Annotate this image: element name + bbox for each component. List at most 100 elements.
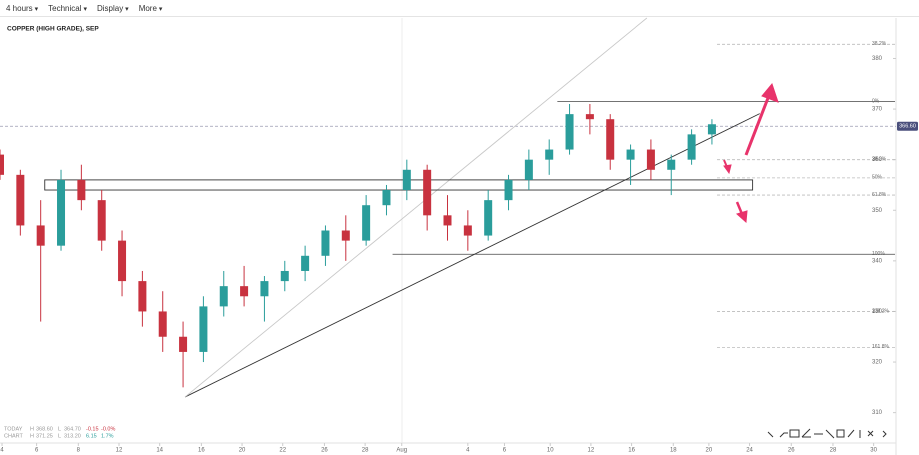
y-tick-label: 380	[872, 56, 883, 62]
x-tick-label: 4	[0, 448, 4, 454]
drawing-tools[interactable]	[767, 428, 887, 439]
y-tick-label: 350	[872, 208, 883, 214]
trendline	[184, 17, 648, 398]
candle-body	[341, 230, 350, 241]
candle-body	[57, 179, 66, 246]
candle-body	[179, 336, 188, 352]
y-tick-label: 330	[872, 309, 883, 315]
fib-label: 38.2%	[872, 41, 887, 47]
arrow-up	[744, 97, 770, 156]
candle-body	[97, 200, 106, 241]
y-tick-label: 360	[872, 157, 883, 163]
candle-body	[423, 169, 432, 216]
candle-body	[667, 159, 676, 170]
toolbar-menu[interactable]: More	[139, 4, 163, 13]
candle-body	[382, 190, 391, 206]
candle-body	[321, 230, 330, 256]
tool-cursor[interactable]	[767, 431, 774, 438]
info-text: 364.70	[64, 426, 81, 432]
toolbar-menu[interactable]: Display	[97, 4, 129, 13]
fib-label: 138.2%	[872, 308, 890, 314]
x-tick-label: 26	[321, 448, 328, 454]
info-text: H	[30, 426, 34, 432]
x-tick-label: 14	[156, 448, 163, 454]
tool-fib[interactable]	[789, 429, 800, 438]
info-text: 368.60	[36, 426, 53, 432]
fib-label: 100%	[872, 251, 885, 257]
candle-body	[77, 179, 86, 201]
candle-body	[301, 255, 310, 271]
candle-body	[524, 159, 533, 180]
x-tick-label: 30	[870, 448, 877, 454]
x-tick-label: 8	[77, 448, 81, 454]
candle-body	[138, 281, 147, 312]
candle-body	[463, 225, 472, 236]
info-text: TODAY	[4, 426, 23, 432]
info-text: -0.15	[86, 426, 99, 432]
x-tick-label: 10	[547, 448, 554, 454]
arrow-head	[723, 164, 732, 175]
last-price-label: 366.60	[899, 124, 916, 130]
x-tick-label: 20	[239, 448, 246, 454]
info-text: L	[58, 433, 61, 439]
info-panel: TODAY H 368.60 L 364.70 -0.15 -0.0% CHART H 371.2…	[4, 426, 115, 439]
fib-label: 161.8%	[872, 344, 890, 350]
x-tick-label: 6	[35, 448, 39, 454]
tool-line[interactable]	[779, 432, 788, 438]
candle-body	[260, 281, 269, 297]
x-tick-label: Aug	[396, 448, 407, 454]
info-text: 313.20	[64, 433, 81, 439]
fib-label: 0%	[872, 98, 880, 104]
info-text: 371.25	[36, 433, 53, 439]
arrow-down	[735, 201, 744, 215]
y-tick-label: 310	[872, 410, 883, 416]
info-text: 6.15	[86, 433, 97, 439]
candle-body	[240, 286, 249, 297]
arrows	[723, 82, 779, 224]
tool-pen[interactable]	[847, 429, 855, 438]
candle-body	[199, 306, 208, 352]
arrow-head	[735, 210, 748, 224]
candle-body	[443, 215, 452, 226]
info-text: CHART	[4, 433, 23, 439]
candle-body	[565, 114, 574, 150]
tool-rect[interactable]	[836, 429, 845, 438]
info-text: H	[30, 433, 34, 439]
candle-body	[504, 179, 513, 201]
x-tick-label: 12	[588, 448, 595, 454]
candle-body	[585, 114, 594, 120]
trendline	[184, 113, 760, 398]
arrow-head	[761, 82, 779, 103]
tool-ray[interactable]	[825, 429, 835, 439]
toolbar-menu[interactable]: 4 hours	[6, 4, 38, 13]
toolbar: 4 hours Technical Display More	[0, 0, 919, 17]
candle-body	[16, 174, 25, 226]
candle-body	[402, 169, 411, 191]
candle-body	[362, 205, 371, 241]
candle-body	[626, 149, 635, 160]
x-tick-label: 6	[503, 448, 507, 454]
candle-body	[0, 154, 4, 175]
toolbar-menu[interactable]: Technical	[48, 4, 87, 13]
info-text: L	[58, 426, 61, 432]
info-text: 1.7%	[101, 433, 114, 439]
info-text: -0.0%	[101, 426, 115, 432]
tool-close[interactable]	[867, 430, 874, 437]
y-tick-label: 340	[872, 258, 883, 264]
chart-title: COPPER (HIGH GRADE), SEP	[7, 26, 99, 33]
x-tick-label: 16	[198, 448, 205, 454]
tool-collapse[interactable]	[882, 430, 887, 438]
candle-body	[36, 225, 45, 246]
x-tick-label: 16	[628, 448, 635, 454]
x-tick-label: 24	[746, 448, 753, 454]
fib-label: 61.8%	[872, 192, 887, 198]
candle-body	[545, 149, 554, 160]
x-tick-label: 18	[670, 448, 677, 454]
tool-fan[interactable]	[801, 428, 811, 438]
x-tick-label: 12	[116, 448, 123, 454]
zone-rectangle	[44, 179, 754, 191]
x-tick-label: 26	[788, 448, 795, 454]
x-tick-label: 4	[466, 448, 470, 454]
